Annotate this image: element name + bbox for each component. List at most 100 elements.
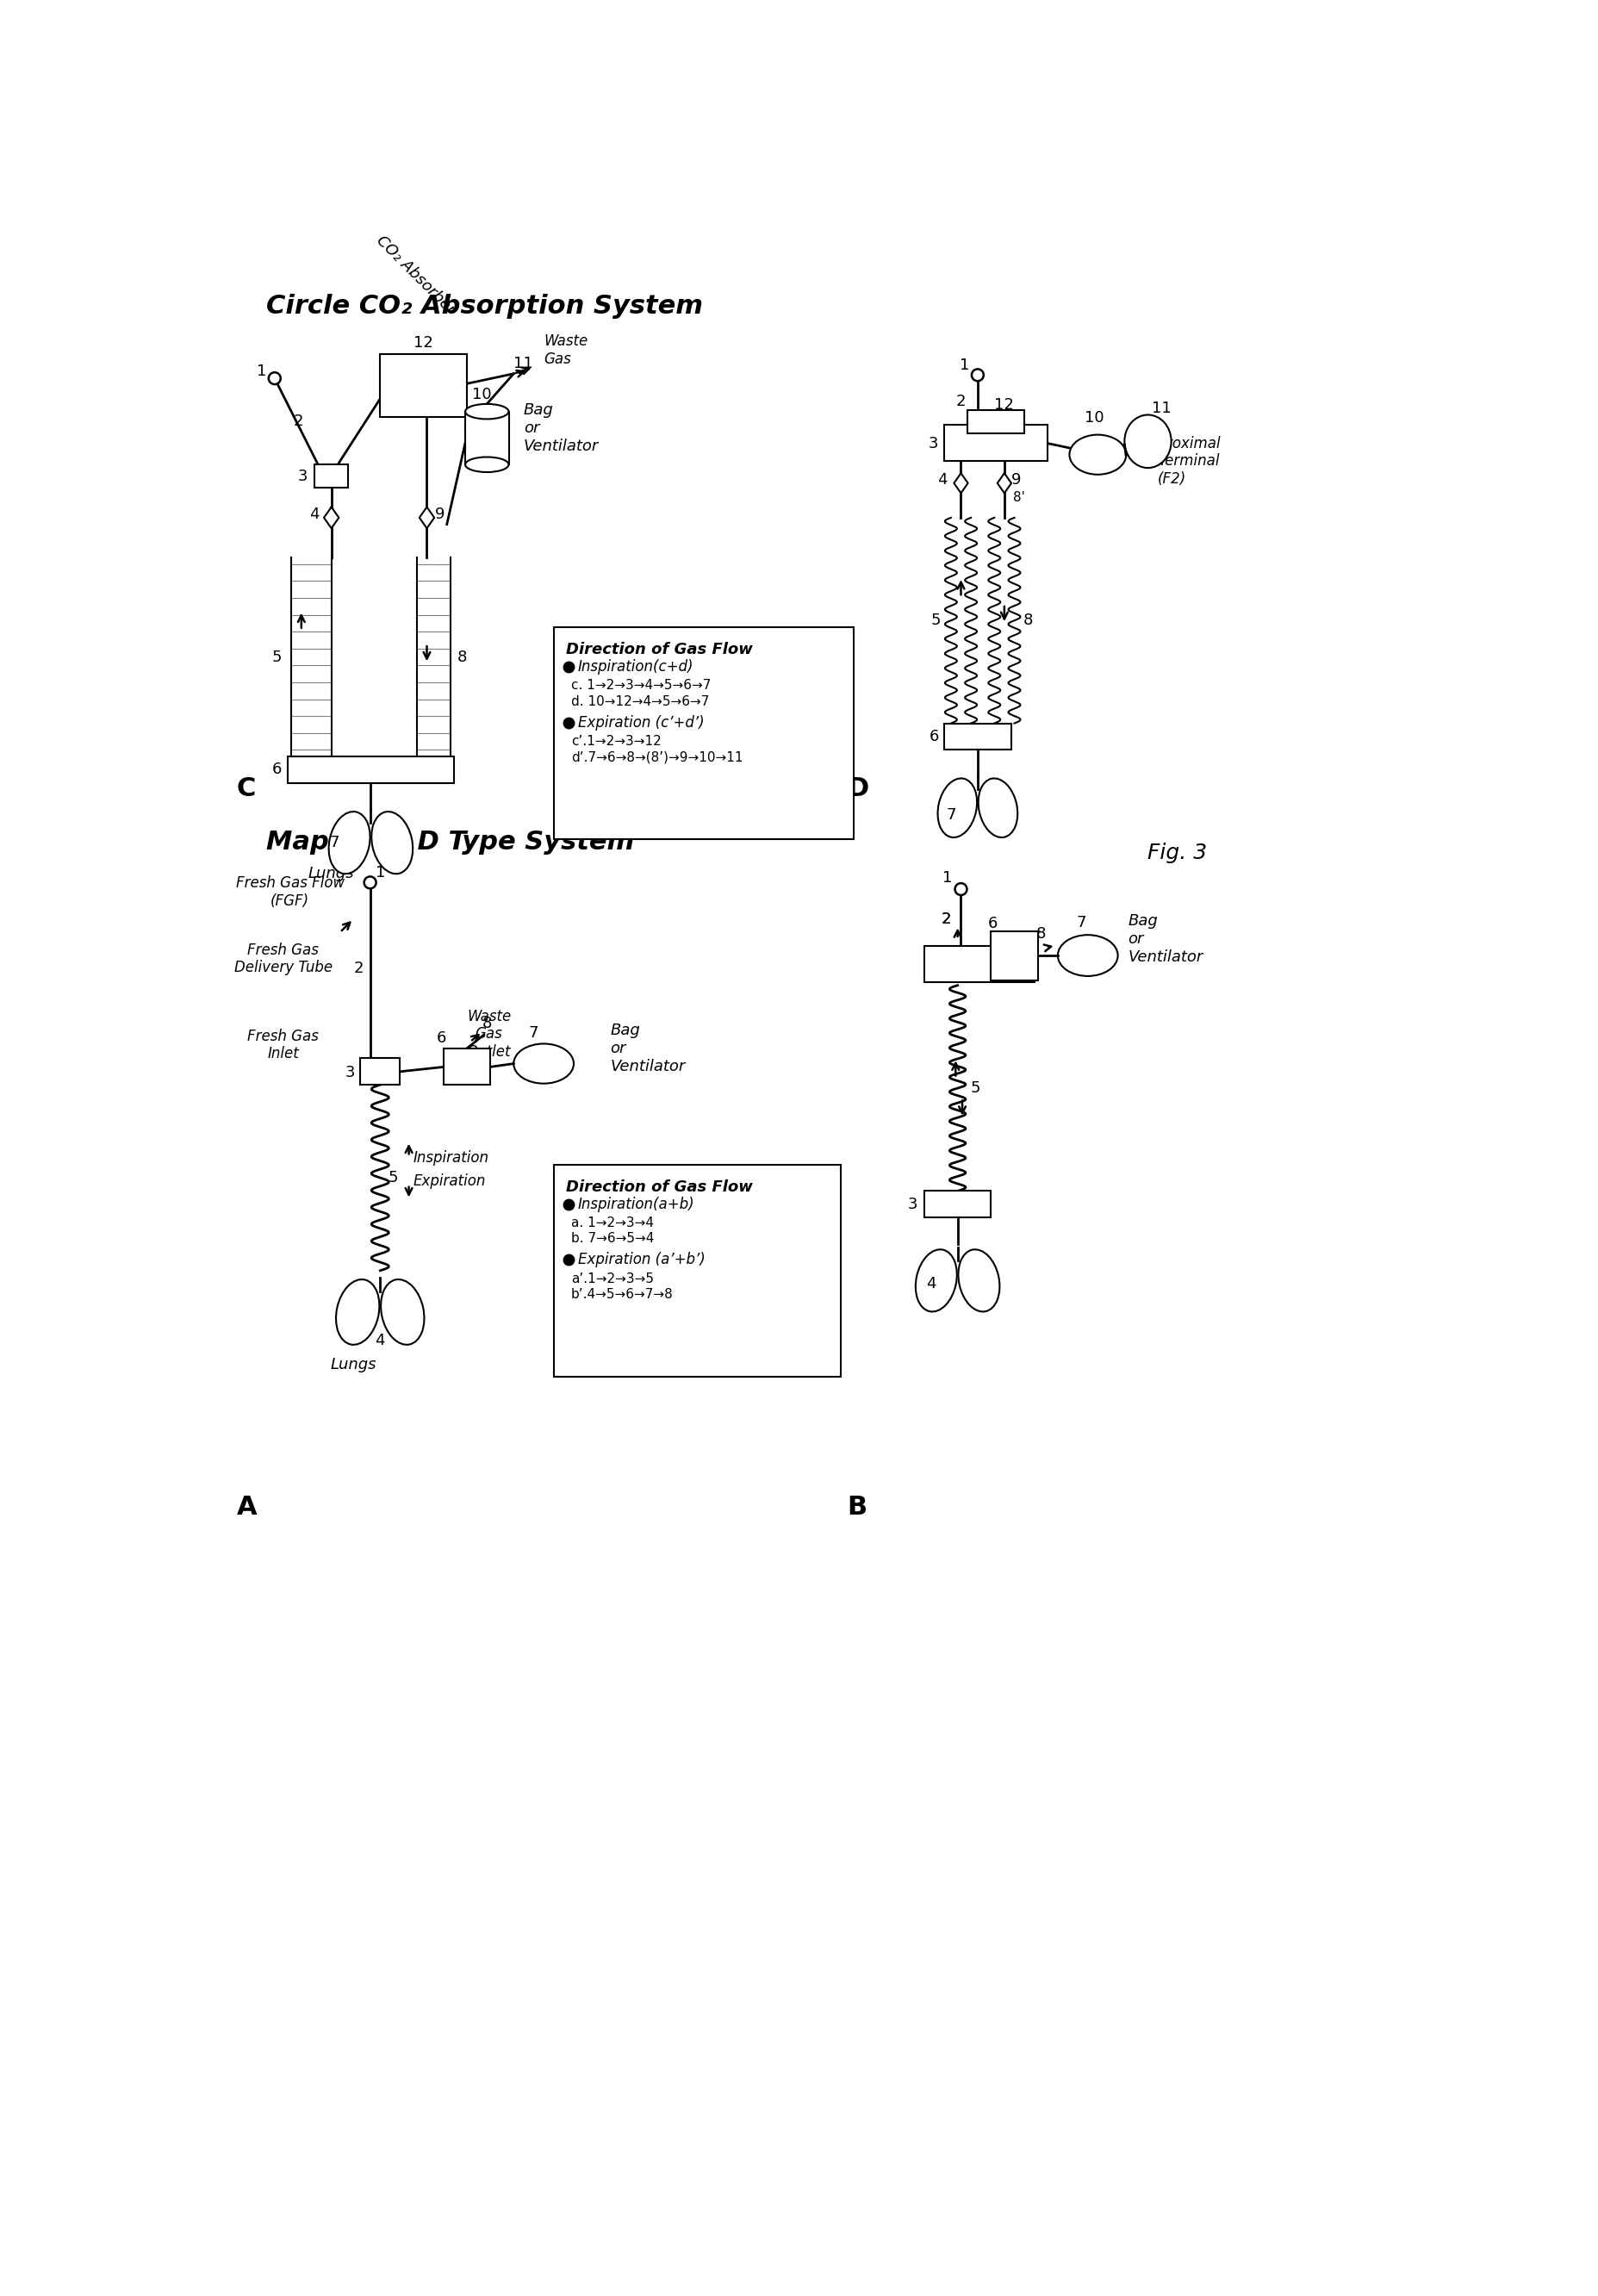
Bar [944,425,1047,461]
Text: 2: 2 [941,912,951,928]
Text: Inspiration(a+b): Inspiration(a+b) [577,1196,694,1212]
Circle shape [364,877,376,889]
Circle shape [954,884,967,895]
Text: Fresh Gas
Inlet: Fresh Gas Inlet [248,1029,320,1061]
Text: Circle CO₂ Absorption System: Circle CO₂ Absorption System [267,294,703,319]
Polygon shape [324,507,339,528]
Bar [380,354,467,418]
Text: 5: 5 [930,613,940,629]
Text: 8: 8 [481,1017,492,1031]
Bar [924,946,1034,983]
Ellipse shape [916,1249,957,1311]
Text: Direction of Gas Flow: Direction of Gas Flow [566,641,753,657]
Bar [288,755,454,783]
Text: 3: 3 [927,436,938,450]
Circle shape [972,370,983,381]
Bar [465,411,508,464]
Text: Expiration (c’+d’): Expiration (c’+d’) [577,714,703,730]
Text: 8: 8 [457,650,467,666]
Polygon shape [954,473,967,494]
Ellipse shape [380,1279,423,1345]
Text: Fresh Gas Flow
(FGF): Fresh Gas Flow (FGF) [235,875,344,909]
Text: d’.7→6→8→(8’)→9→10→11: d’.7→6→8→(8’)→9→10→11 [570,751,743,765]
Text: 6: 6 [928,728,938,744]
Text: d. 10→12→4→5→6→7: d. 10→12→4→5→6→7 [570,696,710,707]
Text: c. 1→2→3→4→5→6→7: c. 1→2→3→4→5→6→7 [570,680,711,691]
Ellipse shape [1123,416,1171,468]
Circle shape [268,372,281,383]
Text: 3: 3 [297,468,307,484]
Text: 9: 9 [1012,473,1021,487]
Bar [315,464,348,487]
Text: 10: 10 [471,388,491,402]
Text: 12: 12 [414,335,433,351]
Text: b. 7→6→5→4: b. 7→6→5→4 [570,1233,654,1244]
Ellipse shape [513,1045,574,1084]
Text: B: B [847,1495,866,1520]
Bar [553,1164,841,1378]
Polygon shape [419,507,435,528]
Text: 2: 2 [941,912,951,928]
Text: 4: 4 [310,507,320,521]
Ellipse shape [371,810,412,875]
Text: 6: 6 [436,1031,446,1047]
Text: Lungs: Lungs [307,866,353,882]
Ellipse shape [1069,434,1125,475]
Text: 5: 5 [970,1081,980,1095]
Bar [360,1058,400,1084]
Text: 4: 4 [376,1332,385,1348]
Text: 1: 1 [943,870,952,886]
Bar [967,411,1024,434]
Text: 2: 2 [292,413,302,429]
Text: Expiration (a’+b’): Expiration (a’+b’) [577,1251,705,1267]
Text: 7: 7 [1075,914,1085,930]
Text: 7: 7 [529,1026,539,1040]
Text: Proximal
Terminal
(F2): Proximal Terminal (F2) [1157,436,1219,487]
Text: Direction of Gas Flow: Direction of Gas Flow [566,1180,753,1194]
Text: Bag
or
Ventilator: Bag or Ventilator [610,1022,686,1075]
Text: Fig. 3: Fig. 3 [1147,843,1206,863]
Text: a. 1→2→3→4: a. 1→2→3→4 [570,1217,654,1228]
Text: 2: 2 [956,395,965,409]
Text: 3: 3 [908,1196,917,1212]
Text: D: D [847,776,869,801]
Ellipse shape [465,404,508,420]
Ellipse shape [936,778,976,838]
Text: Mapleson D Type System: Mapleson D Type System [267,829,634,854]
Polygon shape [997,473,1012,494]
Bar [443,1049,491,1084]
Text: 4: 4 [936,473,946,487]
Text: 7: 7 [329,836,339,850]
Text: 4: 4 [925,1277,935,1293]
Text: c’.1→2→3→12: c’.1→2→3→12 [570,735,662,748]
Bar [944,723,1010,751]
Text: 5: 5 [272,650,281,666]
Text: 1: 1 [959,358,968,372]
Text: b’.4→5→6→7→8: b’.4→5→6→7→8 [570,1288,673,1302]
Text: 8': 8' [1013,491,1024,505]
Text: Waste
Gas
Outlet: Waste Gas Outlet [467,1008,511,1061]
Text: 7: 7 [946,808,956,822]
Text: Lungs: Lungs [331,1357,376,1373]
Text: Expiration: Expiration [414,1173,486,1189]
Ellipse shape [957,1249,999,1311]
Bar [991,930,1037,980]
Text: 1: 1 [256,365,265,379]
Text: Inspiration(c+d): Inspiration(c+d) [577,659,694,675]
Text: 6: 6 [272,762,281,778]
Text: 1: 1 [376,866,385,879]
Text: Bag
or
Ventilator: Bag or Ventilator [1127,914,1202,964]
Bar [924,1192,991,1217]
Text: 8: 8 [1036,925,1045,941]
Text: 8: 8 [1023,613,1032,629]
Ellipse shape [329,810,369,875]
Ellipse shape [978,778,1016,838]
Text: Fresh Gas
Delivery Tube: Fresh Gas Delivery Tube [233,941,332,976]
Text: a’.1→2→3→5: a’.1→2→3→5 [570,1272,654,1286]
Text: A: A [237,1495,257,1520]
Ellipse shape [465,457,508,473]
Text: 2: 2 [353,962,363,976]
Ellipse shape [1058,934,1117,976]
Text: 10: 10 [1083,411,1104,425]
Text: 9: 9 [435,507,444,521]
